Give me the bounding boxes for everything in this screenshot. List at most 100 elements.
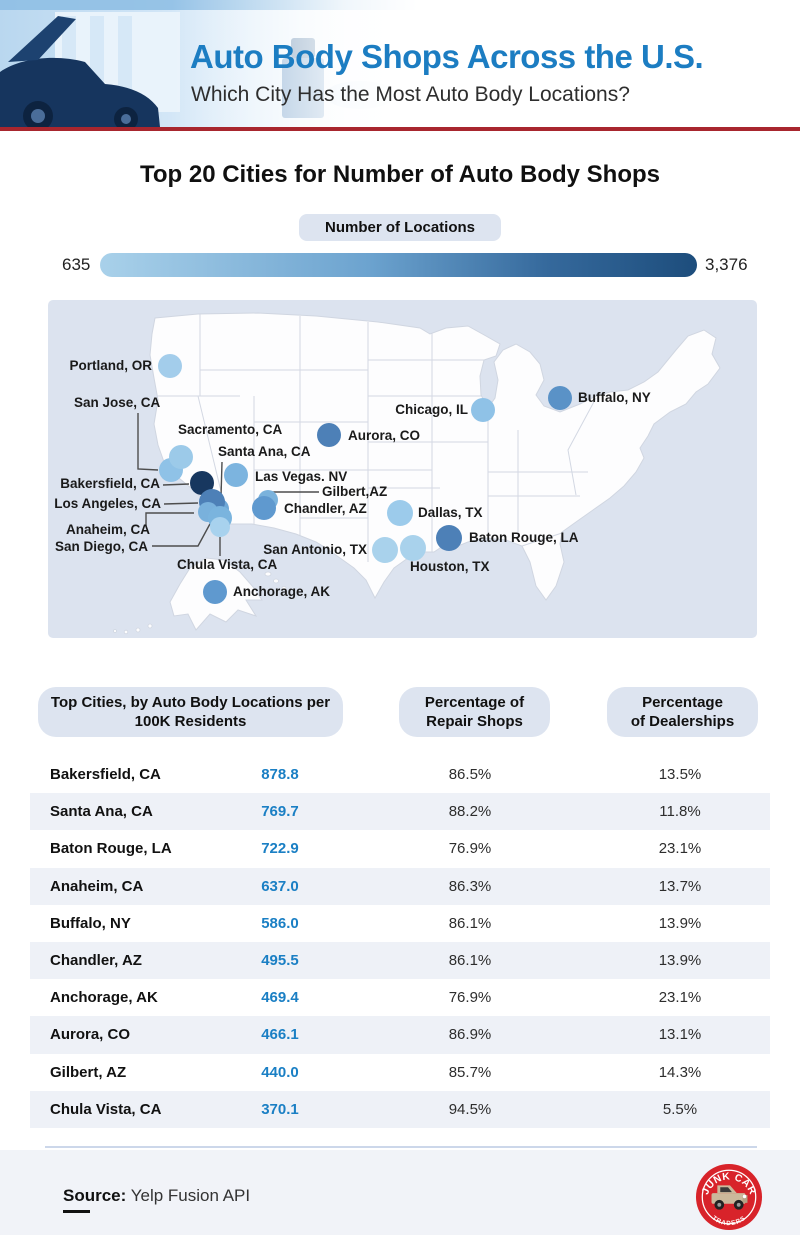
map-city-label: San Jose, CA [74, 395, 161, 410]
table-header-dealerships: Percentage of Dealerships [607, 687, 758, 737]
map-city-label: Chula Vista, CA [177, 557, 278, 572]
repair-pct: 76.9% [448, 840, 492, 858]
city-bubble [372, 537, 398, 563]
dealer-pct: 13.9% [658, 914, 702, 932]
table-row: Chandler, AZ 495.5 86.1% 13.9% [30, 941, 770, 980]
leader-line [145, 512, 194, 526]
per-100k-value: 878.8 [261, 766, 299, 784]
leader-line [220, 461, 223, 498]
legend-label: Number of Locations [298, 214, 502, 241]
city-bubble [548, 386, 572, 410]
junk-car-traders-logo: JUNK CAR TRADERS [695, 1163, 763, 1231]
map-city-label: Chicago, IL [395, 402, 468, 417]
city-name: Buffalo, NY [50, 914, 131, 932]
source-underline [63, 1210, 90, 1213]
table-header-repair: Percentage of Repair Shops [399, 687, 550, 737]
source-value: Yelp Fusion API [126, 1186, 251, 1205]
footer: Source: Yelp Fusion API JUNK CAR [0, 1150, 800, 1235]
section-title: Top 20 Cities for Number of Auto Body Sh… [139, 161, 660, 188]
map-city-label: Dallas, TX [418, 505, 483, 520]
leader-line [162, 483, 190, 486]
repair-pct: 88.2% [448, 803, 492, 821]
city-bubble [158, 354, 182, 378]
city-bubble [400, 535, 426, 561]
per-100k-value: 586.0 [261, 914, 299, 932]
map-city-label: Baton Rouge, LA [469, 530, 579, 545]
city-bubble [436, 525, 462, 551]
map-city-label: Gilbert,AZ [322, 484, 387, 499]
legend-gradient-bar [100, 253, 697, 277]
table-header-cities-line2: 100K Residents [134, 713, 247, 730]
table-row: Gilbert, AZ 440.0 85.7% 14.3% [30, 1054, 770, 1091]
table-header-repair-line1: Percentage of [424, 694, 525, 711]
map-city-label: Buffalo, NY [578, 390, 651, 405]
map-city-label: Aurora, CO [348, 428, 420, 443]
page-subtitle: Which City Has the Most Auto Body Locati… [191, 83, 630, 106]
repair-pct: 86.1% [448, 952, 492, 970]
per-100k-value: 466.1 [261, 1026, 299, 1044]
table-header-dealerships-line2: of Dealerships [630, 713, 735, 730]
leader-line [152, 521, 212, 547]
map-city-label: Chandler, AZ [284, 501, 367, 516]
city-name: Chandler, AZ [50, 952, 142, 970]
city-name: Gilbert, AZ [50, 1063, 127, 1081]
dealer-pct: 11.8% [659, 803, 701, 821]
map-city-label: Anchorage, AK [233, 584, 330, 599]
dealer-pct: 13.5% [658, 766, 702, 784]
map-city-label: Bakersfield, CA [60, 476, 160, 491]
per-100k-value: 370.1 [261, 1100, 299, 1118]
city-bubble [203, 580, 227, 604]
leader-line [137, 413, 159, 471]
city-name: Santa Ana, CA [50, 803, 153, 821]
leader-line [163, 502, 199, 505]
city-name: Aurora, CO [50, 1026, 131, 1044]
map-city-label: Houston, TX [410, 559, 490, 574]
repair-pct: 94.5% [448, 1100, 492, 1118]
map-city-label: Las Vegas. NV [255, 469, 347, 484]
auto-shop-photo [0, 0, 430, 131]
dealer-pct: 13.1% [658, 1026, 702, 1044]
table-header-dealerships-line1: Percentage [642, 694, 723, 711]
table-row: Bakersfield, CA 878.8 86.5% 13.5% [30, 756, 770, 793]
red-divider [0, 127, 800, 131]
city-bubble [317, 423, 341, 447]
photo-fade-overlay [0, 0, 430, 127]
repair-pct: 86.5% [448, 766, 492, 784]
us-map-svg: Portland, OR San Jose, CA Sacramento, CA Sa… [54, 312, 721, 635]
legend-max-value: 3,376 [705, 255, 748, 274]
city-bubble [210, 517, 230, 537]
repair-pct: 86.3% [448, 877, 492, 895]
table-row: Aurora, CO 466.1 86.9% 13.1% [30, 1016, 770, 1054]
per-100k-value: 769.7 [261, 803, 299, 821]
repair-pct: 86.1% [448, 914, 492, 932]
city-bubbles [158, 354, 572, 604]
dealer-pct: 14.3% [658, 1063, 702, 1081]
table-row: Anchorage, AK 469.4 76.9% 23.1% [30, 979, 770, 1016]
map-city-label: Sacramento, CA [178, 422, 283, 437]
city-table: Bakersfield, CA 878.8 86.5% 13.5% Santa … [30, 756, 770, 1128]
city-labels: Portland, OR San Jose, CA Sacramento, CA Sa… [54, 358, 651, 599]
map-city-label: San Antonio, TX [263, 542, 367, 557]
table-header-cities: Top Cities, by Auto Body Locations per 1… [38, 687, 343, 737]
source-text: Source: Yelp Fusion API [63, 1186, 250, 1206]
city-name: Anchorage, AK [50, 989, 158, 1007]
table-row: Anaheim, CA 637.0 86.3% 13.7% [30, 867, 770, 905]
city-bubble [190, 471, 214, 495]
table-header-cities-line1: Top Cities, by Auto Body Locations per [50, 694, 331, 711]
us-bubble-map: Portland, OR San Jose, CA Sacramento, CA Sa… [48, 300, 757, 638]
city-bubble [471, 398, 495, 422]
table-row: Buffalo, NY 586.0 86.1% 13.9% [30, 905, 770, 942]
source-label: Source: [63, 1186, 127, 1205]
header: Auto Body Shops Across the U.S. Which Ci… [0, 0, 800, 131]
map-city-label: Anaheim, CA [66, 522, 150, 537]
city-name: Anaheim, CA [50, 877, 144, 895]
table-row: Chula Vista, CA 370.1 94.5% 5.5% [30, 1090, 770, 1128]
table-row: Baton Rouge, LA 722.9 76.9% 23.1% [30, 830, 770, 867]
footer-divider [45, 1146, 757, 1148]
logo-truck [711, 1185, 748, 1210]
city-bubble [387, 500, 413, 526]
table-row: Santa Ana, CA 769.7 88.2% 11.8% [30, 793, 770, 831]
city-name: Chula Vista, CA [50, 1100, 162, 1118]
table-header-repair-line2: Repair Shops [426, 713, 523, 730]
